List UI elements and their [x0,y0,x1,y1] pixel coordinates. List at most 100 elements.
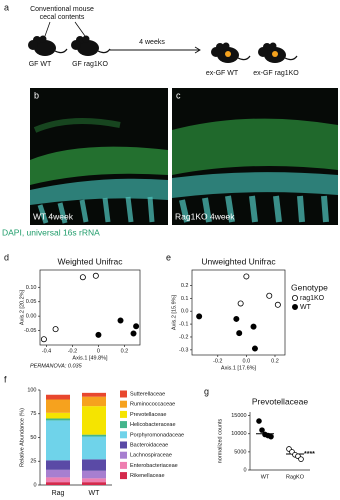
bar-segment [46,477,70,483]
x-tick-label: -0.4 [42,348,51,354]
legend-label: Bacteroidaceae [130,442,168,448]
point [237,300,244,307]
legend-label: rag1KO [300,295,325,302]
panel-label: c [176,90,181,100]
bar-segment [46,412,70,419]
point [52,326,59,333]
y-tick-label: 50 [30,435,36,441]
legend-label: Rikenellaceae [130,473,165,479]
legend-swatch [120,461,127,469]
legend-label: Prevotellaceae [130,412,166,418]
y-tick-label: 0.05 [26,299,37,305]
y-tick-label: 0 [243,467,246,473]
y-tick-label: -0.05 [24,328,37,334]
y-tick-label: 100 [27,387,36,393]
panel-label: a [4,2,9,12]
point [79,274,86,281]
bar-segment [82,470,106,479]
legend-swatch [120,390,127,398]
y-tick-label: -0.1 [179,322,188,328]
colonization-dot [225,51,231,57]
y-axis-label: Axis.2 [15.9%] [171,294,177,330]
x-tick-label: -0.2 [213,358,222,364]
mouse-label: GF WT [29,61,52,68]
plot-frame [191,269,286,356]
point [233,315,240,322]
point [256,418,262,424]
x-tick-label: 0.0 [243,358,251,364]
panel-label: e [166,252,171,262]
x-tick-label: WT [89,490,101,497]
point [268,433,274,440]
stain-legend: DAPI, universal 16s rRNA [2,227,100,237]
x-tick-label: WT [261,474,270,480]
source-text: Conventional mouse [30,6,94,13]
bar-segment [46,460,70,470]
y-tick-label: 15000 [231,413,246,419]
bar-segment [82,436,106,460]
bar-segment [82,434,106,437]
y-axis-label: Relative Abundance (%) [19,408,25,467]
legend-marker [291,303,298,310]
source-text: cecal contents [40,14,85,21]
y-tick-label: 75 [30,411,36,417]
y-tick-label: 0.00 [26,314,37,320]
bar-segment [82,406,106,435]
y-tick-label: -0.3 [179,347,188,353]
x-tick-label: 0.2 [121,348,129,354]
legend-label: Sutterellaceae [130,391,165,397]
legend-label: WT [300,304,312,311]
legend-swatch [120,400,127,408]
legend-label: Lachnospiraceae [130,453,172,459]
point [133,323,140,330]
mouse-label: ex-GF rag1KO [253,70,299,77]
point [40,336,47,343]
y-tick-label: 10000 [231,431,246,437]
micrograph [30,88,168,225]
significance: **** [304,451,315,458]
x-tick-label: RagKO [286,474,305,480]
legend-swatch [120,472,127,480]
arrow [110,46,201,54]
y-tick-label: -0.2 [179,334,188,340]
bar-segment [46,482,70,485]
y-tick-label: 0.10 [26,285,37,291]
bar-segment [82,392,106,397]
legend-label: Helicobacteraceae [130,422,176,428]
bar-segment [82,478,106,483]
micrograph [172,88,338,225]
legend-label: Enterobacteriaceae [130,463,178,469]
arrow-label: 4 weeks [139,39,165,46]
x-axis-label: Axis.1 [49.8%] [72,355,108,361]
legend-swatch [120,451,127,459]
mouse-icon [27,34,68,57]
bar-segment [46,418,70,421]
y-tick-label: 25 [30,459,36,465]
panel-label: d [4,252,9,262]
point [117,317,124,324]
legend-swatch [120,410,127,418]
chart-title: Weighted Unifrac [57,256,123,266]
point [251,345,258,352]
mouse-label: ex-GF WT [206,70,239,77]
panel-label: g [204,386,209,396]
chart-title: Prevotellaceae [252,396,309,406]
bar-segment [82,482,106,485]
mouse-label: GF rag1KO [72,61,108,68]
bar-segment [82,459,106,471]
x-tick-label: Rag [52,490,65,497]
y-axis-label: normalized counts [217,418,223,463]
y-tick-label: 0 [33,482,36,488]
y-tick-label: 0.2 [181,283,189,289]
x-tick-label: 0 [97,348,100,354]
x-tick-label: -0.2 [68,348,77,354]
point [243,273,250,280]
y-tick-label: 0.1 [181,296,189,302]
point [196,313,203,320]
point [274,301,281,308]
panel-label: b [34,90,39,100]
x-axis-label: Axis.1 [17.6%] [221,365,257,371]
chart-title: Unweighted Unifrac [201,256,276,266]
annotation: PERMANOVA: 0.035 [30,363,83,369]
image-caption: WT 4week [33,211,74,221]
